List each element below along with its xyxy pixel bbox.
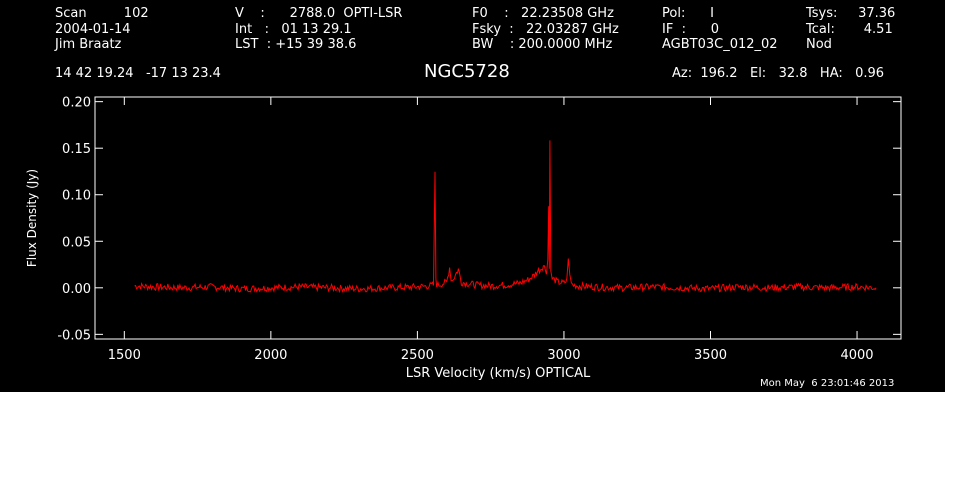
polarization: Pol: I [662,6,714,21]
integration-time: Int : 01 13 29.1 [235,22,352,37]
sky-frequency: Fsky : 22.03287 GHz [472,22,619,37]
source-name: NGC5728 [424,61,510,82]
lst-info: LST : +15 39 38.6 [235,37,357,52]
x-tick-label: 3000 [547,348,580,363]
plot-panel: Scan 102 2004-01-14 Jim Braatz V : 2788.… [0,0,945,392]
x-tick-label: 2000 [254,348,287,363]
observation-date: 2004-01-14 [55,22,131,37]
plot-timestamp: Mon May 6 23:01:46 2013 [760,378,895,389]
y-tick-label: 0.05 [62,235,91,250]
x-tick-label: 1500 [108,348,141,363]
scan-number: Scan 102 [55,6,149,21]
y-axis: -0.05 0.00 0.05 0.10 0.15 0.20 [57,96,901,343]
source-coordinates: 14 42 19.24 -17 13 23.4 [55,66,221,81]
plot-frame [94,96,902,340]
y-tick-label: 0.20 [62,96,91,111]
az-el-ha: Az: 196.2 El: 32.8 HA: 0.96 [672,66,885,81]
spectrum-chart: -0.05 0.00 0.05 0.10 0.15 0.20 1500 2000 2500 30… [25,96,902,381]
y-tick-label: -0.05 [57,328,91,343]
x-axis-label: LSR Velocity (km/s) OPTICAL [406,366,591,381]
spectrum-line [134,140,877,294]
x-tick-label: 2500 [401,348,434,363]
tsys: Tsys: 37.36 [806,6,896,21]
rest-frequency: F0 : 22.23508 GHz [472,6,614,21]
tcal: Tcal: 4.51 [806,22,893,37]
procedure: Nod [806,37,832,52]
y-tick-label: 0.15 [62,142,91,157]
y-tick-label: 0.00 [62,282,91,297]
x-tick-label: 4000 [840,348,873,363]
x-axis: 1500 2000 2500 3000 3500 4000 [108,97,874,363]
observer-name: Jim Braatz [55,37,122,52]
if-number: IF : 0 [662,22,720,37]
project-id: AGBT03C_012_02 [662,37,778,52]
y-tick-label: 0.10 [62,189,91,204]
velocity-info: V : 2788.0 OPTI-LSR [235,6,403,21]
spectrum-series [134,140,877,294]
y-axis-label: Flux Density (Jy) [25,169,39,267]
bandwidth: BW : 200.0000 MHz [472,37,613,52]
x-tick-label: 3500 [694,348,727,363]
